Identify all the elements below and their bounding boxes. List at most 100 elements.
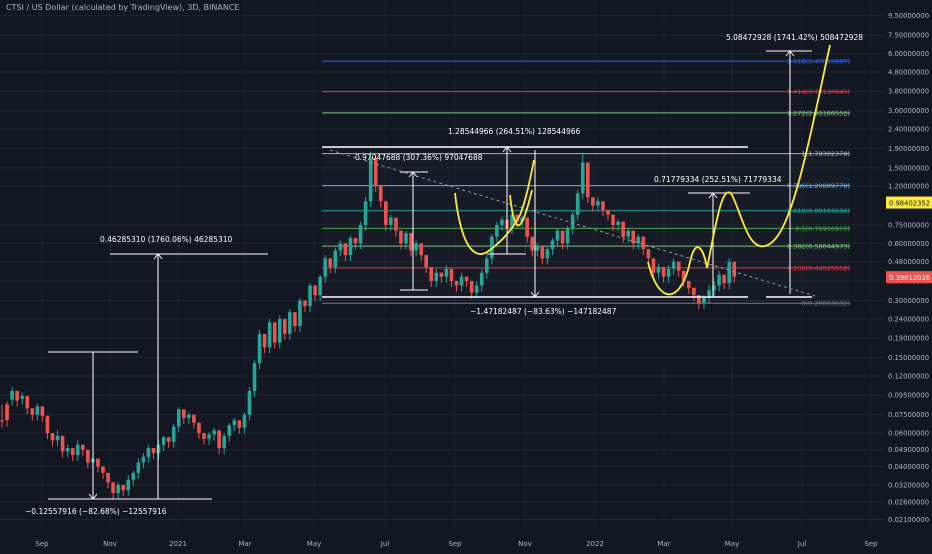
candle-body: [308, 285, 312, 307]
candle-body: [464, 276, 469, 281]
candle-body: [161, 437, 166, 445]
candle-body: [116, 484, 120, 493]
time-tick-label: 2021: [169, 540, 187, 548]
measure-label: −1.47182487 (−83.63%) −147182487: [470, 307, 617, 316]
candle: [464, 276, 469, 287]
candle: [631, 230, 636, 250]
fib-level[interactable]: 0.618(0.89103636): [322, 207, 850, 215]
candle: [308, 283, 312, 313]
candle-body: [262, 333, 267, 348]
candle-body: [419, 243, 423, 256]
candle-body: [242, 414, 247, 428]
time-axis[interactable]: Sep Nov 2021 Mar May Jul Sep Nov 2022 Mar May Jul Se…: [0, 533, 884, 550]
fib-level-label: 0.618(0.89103636): [787, 207, 850, 215]
candle: [555, 228, 560, 247]
candle: [166, 437, 171, 448]
candle-body: [70, 448, 75, 455]
candle: [687, 280, 691, 294]
price-tick-label: 4.80000000: [888, 68, 929, 76]
fib-level[interactable]: 0.236(0.44525552): [322, 264, 850, 272]
candle: [343, 243, 348, 262]
price-tick-label: 2.40000000: [888, 126, 929, 134]
candle: [485, 255, 489, 279]
candle-body: [343, 243, 348, 256]
candle-body: [197, 422, 201, 434]
candle-body: [65, 448, 70, 452]
candle-body: [217, 430, 221, 449]
handle-curve[interactable]: [509, 189, 533, 227]
candle: [469, 280, 474, 299]
price-axis[interactable]: 9.50000000 7.50000000 6.00000000 4.80000000…: [884, 0, 932, 550]
dashed-trendline[interactable]: [329, 149, 816, 297]
time-tick-label: May: [725, 540, 739, 548]
candle: [525, 217, 529, 243]
candle: [222, 433, 226, 455]
candle-body: [500, 219, 504, 225]
projection-curve[interactable]: [706, 44, 831, 269]
price-tick-label: 0.19000000: [888, 335, 929, 343]
candle-body: [626, 230, 630, 237]
fib-level[interactable]: 1.414(3.78130645): [322, 88, 850, 96]
fib-level[interactable]: 0.5(0.71916975): [322, 225, 850, 233]
fib-level[interactable]: 1(1.78302378): [322, 150, 850, 158]
candle: [707, 285, 711, 304]
candle-body: [485, 258, 489, 273]
price-tick-label: 1.90000000: [888, 145, 929, 153]
candle-body: [424, 255, 428, 268]
candle: [65, 444, 70, 458]
candle: [621, 221, 625, 243]
measure-arrow[interactable]: [153, 253, 163, 499]
fib-level[interactable]: 0(0.29003632): [322, 300, 850, 308]
candle-body: [439, 272, 444, 277]
price-tick-label: 0.12000000: [888, 372, 929, 380]
time-tick-label: 2022: [586, 540, 604, 548]
candle-body: [454, 280, 459, 286]
candle: [530, 236, 535, 257]
candle-body: [267, 322, 272, 348]
candle: [207, 431, 211, 445]
drawing-tools[interactable]: −0.12557916 (−82.68%) −12557916 0.4628531…: [25, 33, 863, 516]
arrow-head: [408, 171, 418, 178]
candle-body: [146, 448, 151, 457]
candle: [454, 280, 459, 292]
fib-level[interactable]: 1.272(2.92186552): [322, 109, 850, 117]
candle: [676, 261, 681, 277]
measure-arrow[interactable]: [408, 171, 418, 290]
cup-and-handle-curve[interactable]: [454, 159, 535, 255]
candle: [192, 414, 196, 429]
candle-body: [363, 201, 368, 225]
candle-body: [10, 390, 14, 400]
candle: [368, 151, 373, 208]
measure-arrow[interactable]: [785, 50, 795, 294]
candle: [353, 238, 358, 250]
candle: [0, 404, 4, 428]
candle: [606, 209, 610, 221]
candle: [611, 214, 615, 231]
candle: [156, 440, 161, 460]
measure-label: 5.08472928 (1741.42%) 508472928: [726, 33, 863, 42]
candle: [111, 482, 115, 499]
candle: [580, 152, 585, 200]
candle-body: [5, 404, 9, 421]
candle: [641, 236, 646, 255]
candle-body: [272, 322, 277, 343]
cup-and-handle-curve[interactable]: [647, 246, 708, 296]
candle: [434, 268, 439, 287]
candle-body: [722, 274, 726, 284]
measure-label: 0.46285310 (1760.06%) 46285310: [100, 235, 232, 244]
candle: [712, 280, 716, 297]
fib-level[interactable]: 1.618(5.47665807): [322, 58, 850, 66]
candle: [479, 268, 484, 292]
candle: [626, 228, 630, 243]
candle-body: [384, 201, 388, 225]
fib-level-label: 0.382(0.58044973): [787, 243, 850, 251]
candle-body: [732, 261, 737, 277]
measure-arrow[interactable]: [88, 352, 98, 500]
candle: [313, 285, 317, 302]
candle-body: [55, 435, 60, 441]
measure-arrow[interactable]: [708, 192, 718, 297]
candle: [277, 315, 282, 349]
candle: [15, 390, 19, 407]
